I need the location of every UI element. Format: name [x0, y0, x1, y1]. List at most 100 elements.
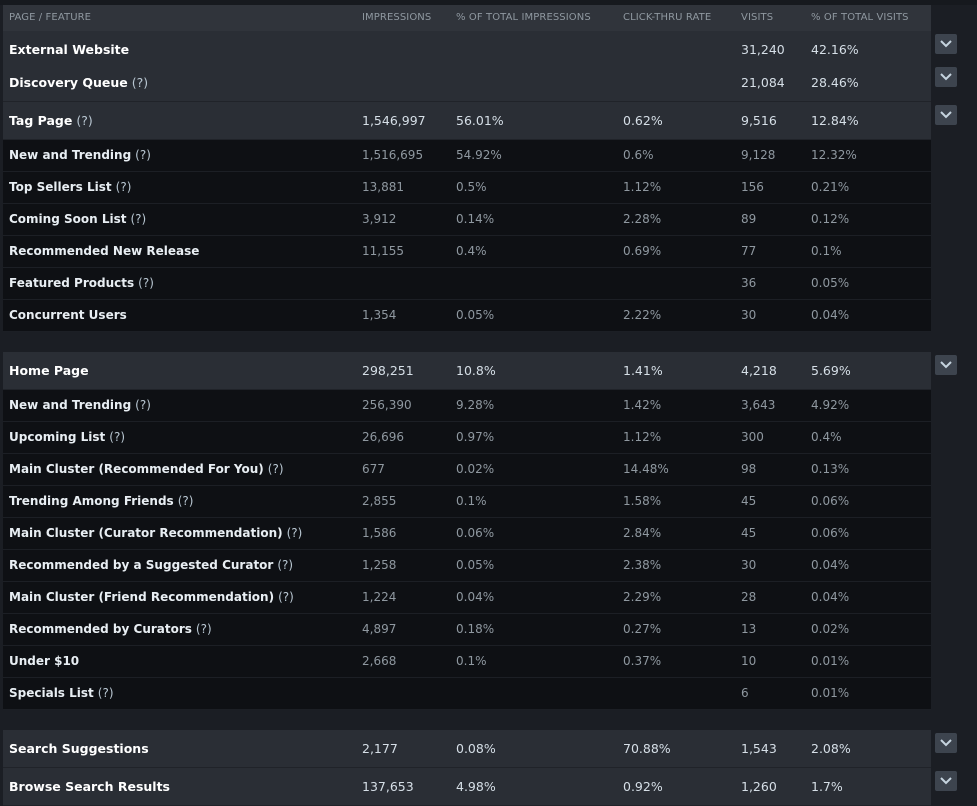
cell-ctr: 1.58%	[623, 494, 662, 508]
table-group-row[interactable]: Discovery Queue (?) 21,084 28.46%	[3, 64, 931, 102]
cell-visits: 156	[741, 180, 764, 194]
cell-pct-impressions: 0.14%	[456, 212, 495, 226]
table-header: PAGE / FEATURE IMPRESSIONS % OF TOTAL IM…	[3, 5, 931, 31]
cell-visits: 300	[741, 430, 764, 444]
table-group-row[interactable]: Search Suggestions 2,177 0.08% 70.88% 1,543 2…	[3, 730, 931, 768]
cell-pct-visits: 2.08%	[811, 741, 851, 756]
feature-label: New and Trending	[9, 398, 132, 412]
cell-pct-visits: 0.13%	[811, 462, 850, 476]
help-tooltip-icon[interactable]: (?)	[267, 462, 284, 476]
cell-visits: 9,516	[741, 113, 777, 128]
table-row: Featured Products (?) 36 0.05%	[3, 268, 931, 300]
row-feature-name: Main Cluster (Recommended For You) (?)	[9, 454, 284, 485]
cell-ctr: 0.92%	[623, 779, 663, 794]
help-tooltip-icon[interactable]: (?)	[277, 558, 294, 572]
help-tooltip-icon[interactable]: (?)	[130, 212, 147, 226]
expand-chevron-icon[interactable]	[935, 67, 957, 87]
cell-pct-impressions: 0.18%	[456, 622, 495, 636]
column-header-visits: VISITS	[741, 12, 774, 23]
cell-pct-visits: 1.7%	[811, 779, 843, 794]
help-tooltip-icon[interactable]: (?)	[286, 526, 303, 540]
cell-pct-impressions: 4.98%	[456, 779, 496, 794]
help-tooltip-icon[interactable]: (?)	[131, 75, 149, 90]
table-row: Main Cluster (Friend Recommendation) (?) 1…	[3, 582, 931, 614]
cell-pct-visits: 0.04%	[811, 590, 850, 604]
row-feature-name: Search Suggestions	[9, 730, 149, 767]
cell-visits: 6	[741, 686, 749, 700]
row-feature-name: Recommended New Release	[9, 236, 199, 267]
help-tooltip-icon[interactable]: (?)	[109, 430, 125, 444]
cell-impressions: 298,251	[362, 363, 414, 378]
cell-visits: 21,084	[741, 75, 785, 90]
cell-ctr: 1.12%	[623, 430, 662, 444]
table-group-row[interactable]: Browse Search Results 137,653 4.98% 0.92% 1,…	[3, 768, 931, 806]
feature-label: Recommended by Curators	[9, 622, 192, 636]
help-tooltip-icon[interactable]: (?)	[135, 148, 151, 162]
column-header-feature: PAGE / FEATURE	[9, 12, 92, 23]
cell-pct-visits: 12.84%	[811, 113, 859, 128]
cell-pct-visits: 42.16%	[811, 42, 859, 57]
cell-pct-impressions: 10.8%	[456, 363, 496, 378]
cell-pct-impressions: 0.05%	[456, 308, 495, 322]
cell-impressions: 137,653	[362, 779, 414, 794]
cell-ctr: 0.6%	[623, 148, 654, 162]
help-tooltip-icon[interactable]: (?)	[115, 180, 132, 194]
help-tooltip-icon[interactable]: (?)	[135, 398, 151, 412]
table-group-row[interactable]: Home Page 298,251 10.8% 1.41% 4,218 5.69%	[3, 352, 931, 390]
expand-chevron-icon[interactable]	[935, 355, 957, 375]
row-feature-name: Concurrent Users	[9, 300, 127, 331]
cell-ctr: 0.69%	[623, 244, 662, 258]
cell-impressions: 256,390	[362, 398, 412, 412]
cell-pct-impressions: 0.04%	[456, 590, 495, 604]
cell-visits: 1,543	[741, 741, 777, 756]
help-tooltip-icon[interactable]: (?)	[278, 590, 294, 604]
cell-pct-visits: 0.01%	[811, 654, 850, 668]
cell-ctr: 1.12%	[623, 180, 662, 194]
help-tooltip-icon[interactable]: (?)	[195, 622, 212, 636]
row-feature-name: New and Trending (?)	[9, 140, 151, 171]
row-feature-name: External Website	[9, 31, 129, 68]
cell-ctr: 2.28%	[623, 212, 662, 226]
cell-impressions: 1,586	[362, 526, 397, 540]
cell-visits: 31,240	[741, 42, 785, 57]
cell-pct-impressions: 0.97%	[456, 430, 495, 444]
cell-pct-impressions: 54.92%	[456, 148, 502, 162]
table-row: Main Cluster (Curator Recommendation) (?)…	[3, 518, 931, 550]
expand-chevron-icon[interactable]	[935, 105, 957, 125]
cell-visits: 3,643	[741, 398, 776, 412]
cell-visits: 98	[741, 462, 757, 476]
table-group-row[interactable]: Tag Page (?) 1,546,997 56.01% 0.62% 9,516 12.8…	[3, 102, 931, 140]
cell-impressions: 26,696	[362, 430, 404, 444]
expand-chevron-icon[interactable]	[935, 771, 957, 791]
cell-ctr: 1.41%	[623, 363, 663, 378]
expand-chevron-icon[interactable]	[935, 34, 957, 54]
feature-label: Discovery Queue	[9, 75, 128, 90]
cell-visits: 77	[741, 244, 757, 258]
column-header-impressions: IMPRESSIONS	[362, 12, 432, 23]
help-tooltip-icon[interactable]: (?)	[97, 686, 114, 700]
cell-pct-impressions: 0.1%	[456, 654, 487, 668]
feature-label: Search Suggestions	[9, 741, 149, 756]
help-tooltip-icon[interactable]: (?)	[76, 113, 93, 128]
cell-ctr: 14.48%	[623, 462, 669, 476]
table-row: New and Trending (?) 256,390 9.28% 1.42% 3,64…	[3, 390, 931, 422]
table-row: Top Sellers List (?) 13,881 0.5% 1.12% 156 0.2…	[3, 172, 931, 204]
feature-label: Main Cluster (Curator Recommendation)	[9, 526, 283, 540]
feature-label: Upcoming List	[9, 430, 106, 444]
feature-label: New and Trending	[9, 148, 132, 162]
table-row: Under $10 2,668 0.1% 0.37% 10 0.01%	[3, 646, 931, 678]
cell-impressions: 11,155	[362, 244, 404, 258]
row-feature-name: Tag Page (?)	[9, 102, 93, 139]
cell-impressions: 2,177	[362, 741, 398, 756]
help-tooltip-icon[interactable]: (?)	[138, 276, 154, 290]
cell-visits: 89	[741, 212, 757, 226]
feature-label: External Website	[9, 42, 130, 57]
help-tooltip-icon[interactable]: (?)	[177, 494, 194, 508]
cell-impressions: 1,258	[362, 558, 397, 572]
cell-pct-visits: 0.04%	[811, 558, 850, 572]
cell-impressions: 1,546,997	[362, 113, 426, 128]
row-feature-name: Upcoming List (?)	[9, 422, 125, 453]
expand-chevron-icon[interactable]	[935, 733, 957, 753]
table-group-row[interactable]: External Website 31,240 42.16%	[3, 31, 931, 69]
table-row: Recommended New Release 11,155 0.4% 0.69% 77…	[3, 236, 931, 268]
